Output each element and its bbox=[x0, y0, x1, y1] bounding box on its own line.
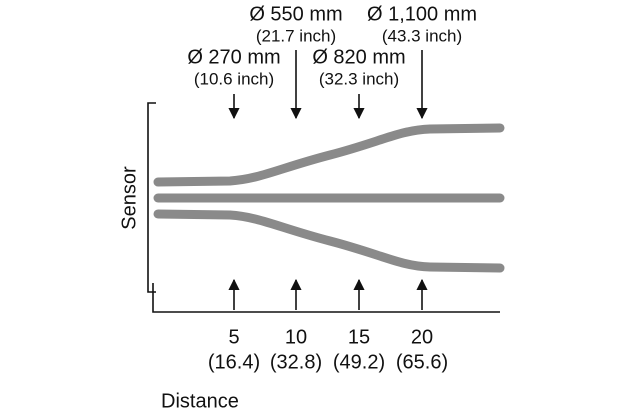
diameter-size: Ø 550 mm bbox=[249, 3, 342, 25]
distance-axis bbox=[152, 283, 500, 313]
diameter-size: Ø 1,100 mm bbox=[367, 3, 477, 25]
distance-feet: (65.6) bbox=[396, 351, 448, 373]
sensor-bracket bbox=[147, 102, 156, 293]
distance-feet: (32.8) bbox=[270, 351, 322, 373]
distance-value: 15 bbox=[348, 326, 370, 348]
diameter-inch: (21.7 inch) bbox=[256, 26, 336, 45]
labels: Ø 270 mm(10.6 inch)Ø 550 mm(21.7 inch)Ø … bbox=[187, 3, 477, 373]
distance-feet: (16.4) bbox=[208, 351, 260, 373]
distance-feet: (49.2) bbox=[333, 351, 385, 373]
diameter-inch: (10.6 inch) bbox=[194, 69, 274, 88]
beam-lower bbox=[153, 209, 505, 273]
diameter-size: Ø 270 mm bbox=[187, 46, 280, 68]
distance-label: Distance bbox=[161, 390, 239, 412]
beam-upper bbox=[153, 123, 505, 187]
diameter-inch: (32.3 inch) bbox=[319, 69, 399, 88]
sensor-label: Sensor bbox=[118, 166, 140, 230]
distance-value: 5 bbox=[228, 326, 239, 348]
distance-value: 20 bbox=[411, 326, 433, 348]
distance-value: 10 bbox=[285, 326, 307, 348]
diameter-size: Ø 820 mm bbox=[312, 46, 405, 68]
diameter-inch: (43.3 inch) bbox=[382, 26, 462, 45]
